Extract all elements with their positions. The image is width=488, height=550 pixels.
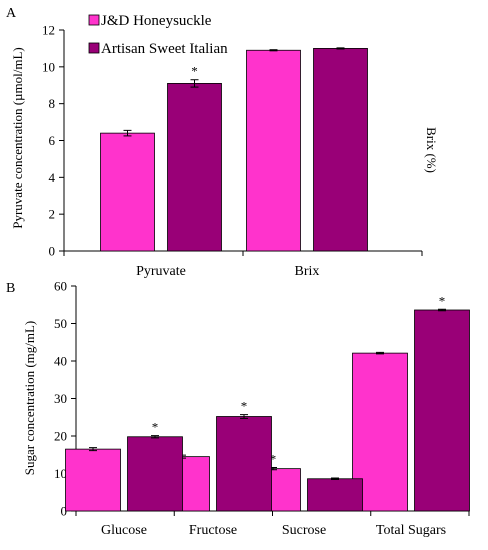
panel-a-label: A	[6, 6, 17, 21]
panel-a-right-axis-label: Brix (%)	[424, 127, 439, 173]
panel-b: B Sugar concentration (mg/mL) 0 10 20 30 40 5…	[6, 279, 470, 538]
panel-a-y-tick-label: 0	[49, 244, 56, 259]
panel-b-bar-artisan-sweet-italian-total-sugars	[414, 309, 470, 512]
legend-label-jd-honeysuckle: J&D Honeysuckle	[101, 13, 212, 29]
panel-a-bar-artisan-sweet-italian-brix	[313, 48, 368, 252]
panel-a-bar-artisan-sweet-italian-pyruvate	[167, 83, 222, 252]
panel-b-plot: 0 10 20 30 40 50 60 Glucose Fructose Sucrose Total…	[54, 279, 470, 538]
panel-b-significance-marker: *	[439, 293, 446, 308]
legend-swatch-artisan-sweet-italian	[88, 42, 100, 54]
panel-b-category-label-glucose: Glucose	[101, 523, 147, 538]
panel-a-y-tick-label: 12	[42, 23, 55, 38]
panel-a: A Pyruvate concentration (µmol/mL) Brix …	[6, 6, 439, 279]
panel-b-y-tick-label: 40	[54, 354, 67, 369]
panel-b-significance-marker: *	[270, 452, 277, 467]
panel-b-category-label-sucrose: Sucrose	[282, 523, 326, 538]
panel-a-y-tick-label: 10	[42, 59, 55, 74]
panel-a-significance-marker: *	[191, 64, 198, 79]
panel-b-category-label-fructose: Fructose	[189, 523, 237, 538]
panel-b-significance-marker: *	[241, 399, 248, 414]
panel-b-bar-artisan-sweet-italian-fructose	[216, 416, 272, 512]
panel-a-bar-j-d-honeysuckle-brix	[246, 49, 301, 252]
panel-a-category-label-pyruvate: Pyruvate	[136, 264, 186, 279]
panel-b-y-tick-label: 30	[54, 391, 67, 406]
panel-a-y-tick-label: 8	[49, 96, 56, 111]
panel-a-y-tick-label: 4	[49, 170, 56, 185]
panel-a-category-label-brix: Brix	[295, 264, 320, 279]
panel-b-label: B	[6, 281, 15, 296]
panel-b-significance-marker: *	[152, 420, 159, 435]
panel-b-y-axis-label: Sugar concentration (mg/mL)	[22, 321, 37, 476]
legend-swatch-jd-honeysuckle	[88, 14, 100, 26]
panel-a-plot: 0 2 4 6 8 10 12 Pyruvate Brix *	[42, 23, 423, 279]
panel-a-bar-j-d-honeysuckle-pyruvate	[100, 132, 155, 252]
panel-b-bar-j-d-honeysuckle-glucose	[65, 448, 121, 512]
panel-b-y-tick-label: 60	[54, 279, 67, 294]
panel-b-y-tick-label: 20	[54, 429, 67, 444]
panel-a-y-tick-label: 2	[49, 207, 56, 222]
panel-b-bar-artisan-sweet-italian-sucrose	[307, 478, 363, 512]
legend: J&D Honeysuckle Artisan Sweet Italian	[88, 13, 228, 57]
panel-b-category-label-total-sugars: Total Sugars	[376, 523, 446, 538]
panel-b-bar-artisan-sweet-italian-glucose	[127, 436, 183, 512]
panel-a-y-axis-label: Pyruvate concentration (µmol/mL)	[10, 47, 25, 229]
legend-label-artisan-sweet-italian: Artisan Sweet Italian	[101, 41, 228, 57]
panel-a-y-tick-label: 6	[49, 133, 56, 148]
panel-b-y-tick-label: 0	[61, 504, 68, 519]
panel-b-y-tick-label: 50	[54, 316, 67, 331]
panel-b-y-tick-label: 10	[54, 466, 67, 481]
